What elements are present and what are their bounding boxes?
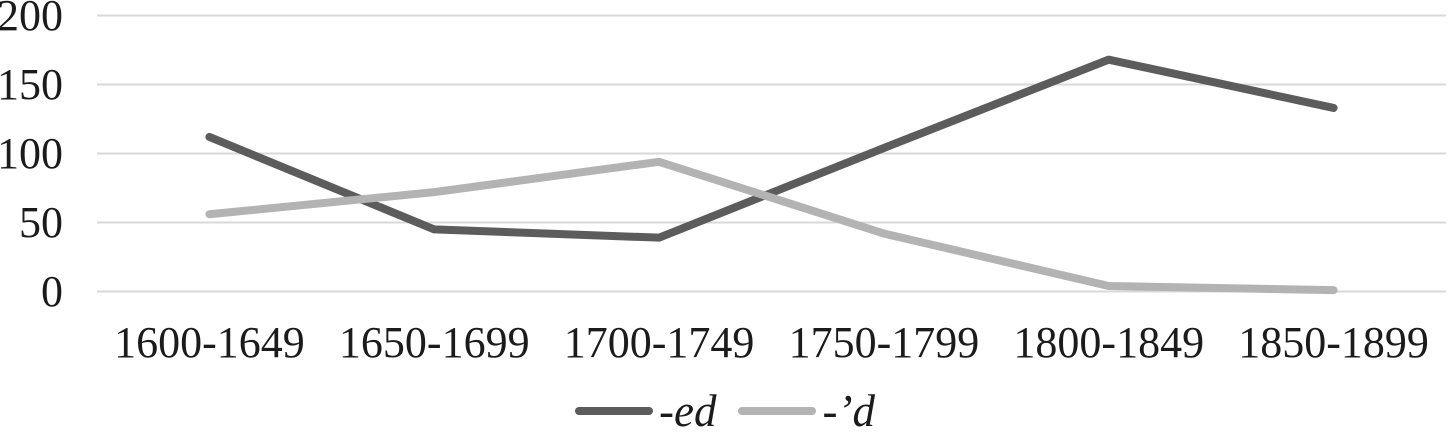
y-axis-tick-label: 50 (19, 198, 63, 247)
y-axis-tick-label: 200 (0, 0, 63, 40)
legend-swatch-ed-line (575, 407, 654, 415)
y-axis-tick-label: 0 (41, 267, 63, 316)
x-axis-category-label: 1600-1649 (114, 318, 305, 367)
series-line-apostrophe-d (205, 157, 1338, 295)
x-axis-category-label: 1750-1799 (789, 318, 980, 367)
x-axis-category-label: 1800-1849 (1013, 318, 1204, 367)
y-axis-tick-label: 150 (0, 60, 63, 109)
legend-item-ed: -ed (575, 385, 717, 436)
legend-label-apostrophe-d: -’d (822, 385, 875, 436)
x-axis-category-label: 1650-1699 (339, 318, 530, 367)
y-axis-tick-label: 100 (0, 129, 63, 178)
chart-legend: -ed -’d (0, 386, 1450, 436)
x-axis-category-label: 1850-1899 (1238, 318, 1429, 367)
series-line-ed (205, 55, 1338, 242)
legend-item-apostrophe-d: -’d (738, 385, 875, 436)
legend-swatch-apostrophe-d-line (738, 407, 817, 415)
legend-label-ed: -ed (659, 385, 717, 436)
x-axis-category-label: 1700-1749 (564, 318, 755, 367)
